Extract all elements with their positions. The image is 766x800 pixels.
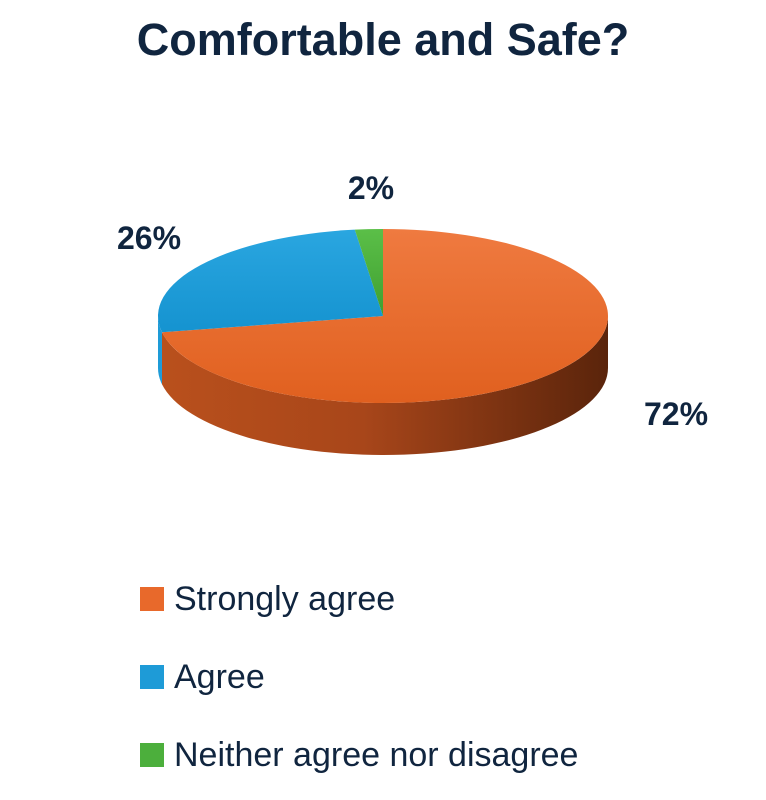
pie-slice-neither bbox=[354, 229, 383, 316]
pie-side-agree bbox=[158, 316, 162, 385]
data-label-strongly-agree: 72% bbox=[644, 396, 708, 432]
legend-item-neither: Neither agree nor disagree bbox=[140, 716, 578, 794]
legend-item-agree: Agree bbox=[140, 638, 578, 716]
legend-label: Agree bbox=[174, 657, 265, 696]
chart-title: Comfortable and Safe? bbox=[136, 14, 630, 65]
legend-swatch bbox=[140, 665, 164, 689]
pie-slice-strongly-agree bbox=[161, 229, 609, 403]
data-label-neither: 2% bbox=[348, 170, 394, 206]
pie-top-face bbox=[157, 229, 609, 403]
legend-swatch bbox=[140, 587, 164, 611]
legend-label: Strongly agree bbox=[174, 579, 396, 618]
legend: Strongly agree Agree Neither agree nor d… bbox=[140, 560, 578, 794]
legend-label: Neither agree nor disagree bbox=[174, 735, 579, 774]
pie-side-wall bbox=[158, 316, 609, 456]
data-label-agree: 26% bbox=[117, 220, 181, 256]
legend-item-strongly-agree: Strongly agree bbox=[140, 560, 578, 638]
pie-slice-agree bbox=[157, 229, 383, 333]
pie-side-strongly-agree bbox=[161, 316, 609, 456]
legend-swatch bbox=[140, 743, 164, 767]
pie-data-labels: 72% 26% 2% bbox=[117, 170, 708, 432]
